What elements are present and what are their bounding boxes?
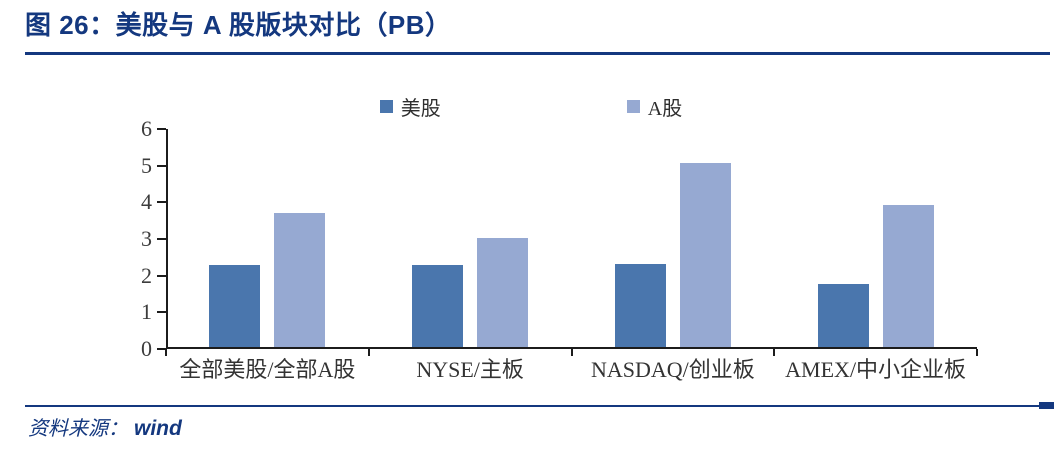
bar-group	[572, 129, 775, 349]
y-axis-tick-label: 1	[141, 299, 152, 325]
figure-title: 图 26：美股与 A 股版块对比（PB）	[25, 10, 452, 40]
bar-美股	[817, 284, 869, 349]
y-axis-line	[166, 129, 168, 349]
y-axis-tick-label: 4	[141, 189, 152, 215]
bar-group	[369, 129, 572, 349]
legend: 美股 A股	[0, 92, 1062, 121]
y-axis-tick: 4	[141, 191, 166, 213]
source-line: 资料来源： wind	[28, 412, 182, 441]
legend-swatch-icon	[379, 100, 393, 113]
y-axis-tick: 1	[141, 301, 166, 323]
category-label: 全部美股/全部A股	[179, 357, 356, 382]
plot-area: 0 1 2 3 4 5 6	[141, 118, 978, 360]
category-labels: 全部美股/全部A股 NYSE/主板 NASDAQ/创业板 AMEX/中小企业板	[166, 356, 977, 385]
legend-label: 美股	[400, 98, 441, 120]
x-axis-line	[166, 347, 977, 349]
y-axis-tick-label: 2	[141, 262, 152, 288]
x-axis-tick	[570, 349, 573, 356]
bar-A股	[274, 212, 326, 349]
bar-group	[774, 129, 977, 349]
bar-A股	[477, 237, 529, 349]
y-axis-tick-label: 0	[141, 336, 152, 361]
x-axis-tick	[367, 349, 370, 356]
legend-item: A股	[626, 92, 683, 121]
y-axis-tick-label: 5	[141, 152, 152, 178]
legend-item: 美股	[379, 92, 441, 121]
y-axis-tick: 5	[141, 154, 166, 176]
bottom-divider	[25, 405, 1054, 407]
bar-美股	[209, 265, 261, 349]
bars-container	[166, 129, 977, 349]
y-axis-tick: 3	[141, 228, 166, 250]
y-axis-tick-label: 3	[141, 226, 152, 251]
bar-美股	[412, 265, 464, 349]
category-label: NYSE/主板	[416, 357, 524, 382]
x-axis-tick	[773, 349, 776, 356]
bar-A股	[679, 162, 731, 349]
y-axis-tick: 0	[141, 338, 166, 360]
bar-美股	[614, 263, 666, 349]
title-divider	[25, 52, 1050, 55]
source-label: 资料来源：	[28, 418, 128, 440]
category-label: AMEX/中小企业板	[785, 357, 967, 382]
bar-A股	[882, 205, 934, 349]
category-label: NASDAQ/创业板	[590, 357, 755, 382]
y-axis-tick-label: 6	[141, 116, 152, 141]
y-axis-tick: 2	[141, 264, 166, 286]
bar-group	[166, 129, 369, 349]
x-axis-tick	[976, 349, 978, 356]
source-value: wind	[134, 417, 182, 440]
y-axis-tick: 6	[141, 118, 166, 140]
legend-label: A股	[647, 98, 683, 120]
bottom-divider-end-cap	[1039, 402, 1054, 409]
x-axis-tick	[165, 349, 167, 356]
legend-swatch-icon	[626, 100, 640, 113]
